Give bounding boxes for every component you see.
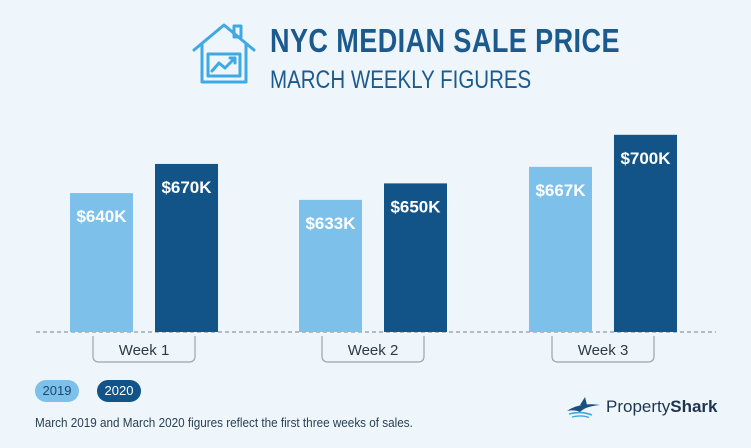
data-label-2019-week-1: $640K	[76, 207, 127, 226]
bar-2019-week-3	[529, 166, 592, 332]
category-bracket-week-2	[321, 336, 425, 363]
brand-name-part1: Property	[606, 397, 671, 416]
data-label-2019-week-3: $667K	[535, 181, 586, 200]
chart-title: NYC MEDIAN SALE PRICE	[270, 22, 620, 59]
bar-2020-week-1	[155, 163, 218, 332]
x-tick-label-week-2: Week 2	[348, 342, 399, 359]
category-bracket-week-3	[551, 336, 655, 363]
legend-item-2019: 2019	[35, 380, 79, 402]
bar-2019-week-1	[70, 193, 133, 332]
data-label-2020-week-1: $670K	[161, 178, 212, 197]
x-tick-label-week-1: Week 1	[119, 342, 170, 359]
bar-2020-week-2	[384, 183, 447, 332]
brand-name-part2: Shark	[670, 397, 718, 416]
brand-name: PropertyShark	[606, 397, 718, 417]
legend-item-2020: 2020	[97, 380, 141, 402]
bar-2020-week-3	[614, 134, 677, 332]
chart-subtitle: MARCH WEEKLY FIGURES	[270, 66, 532, 94]
house-chart-icon	[192, 23, 256, 84]
data-label-2020-week-2: $650K	[390, 197, 441, 216]
x-tick-label-week-3: Week 3	[578, 342, 629, 359]
shark-logo-icon	[567, 397, 600, 419]
data-label-2020-week-3: $700K	[620, 149, 671, 168]
data-label-2019-week-2: $633K	[305, 214, 356, 233]
footnote: March 2019 and March 2020 figures reflec…	[35, 415, 413, 430]
bar-2019-week-2	[299, 199, 362, 332]
category-bracket-week-1	[92, 336, 196, 363]
